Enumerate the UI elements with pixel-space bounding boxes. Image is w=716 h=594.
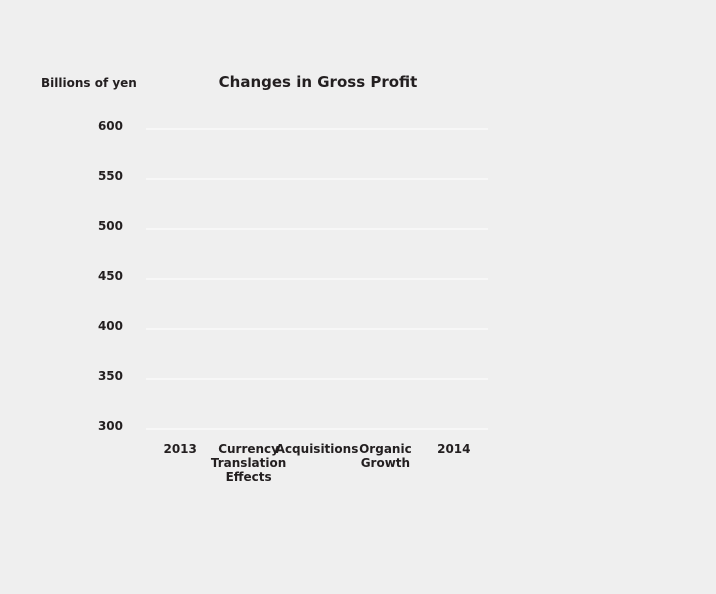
y-tick-label: 400 bbox=[98, 319, 123, 333]
chart-title: Changes in Gross Profit bbox=[219, 73, 418, 91]
gridlines bbox=[146, 128, 488, 430]
x-axis-ticks: 2013 Currency Translation EffectsAcquisitio… bbox=[163, 442, 470, 484]
y-tick-label: 550 bbox=[98, 169, 123, 183]
y-tick-label: 450 bbox=[98, 269, 123, 283]
x-tick-label: 2013 bbox=[163, 442, 196, 456]
x-tick-label: Acquisitions bbox=[276, 442, 359, 456]
x-tick-label: 2014 bbox=[437, 442, 470, 456]
x-tick-label: Currency Translation Effects bbox=[211, 442, 286, 484]
y-tick-label: 300 bbox=[98, 419, 123, 433]
y-tick-label: 350 bbox=[98, 369, 123, 383]
y-axis-label: Billions of yen bbox=[41, 76, 137, 90]
x-tick-label: Organic Growth bbox=[359, 442, 412, 470]
y-tick-label: 500 bbox=[98, 219, 123, 233]
y-tick-label: 600 bbox=[98, 119, 123, 133]
y-axis-ticks: 300 350 400 450 500 550 600 bbox=[98, 119, 123, 433]
